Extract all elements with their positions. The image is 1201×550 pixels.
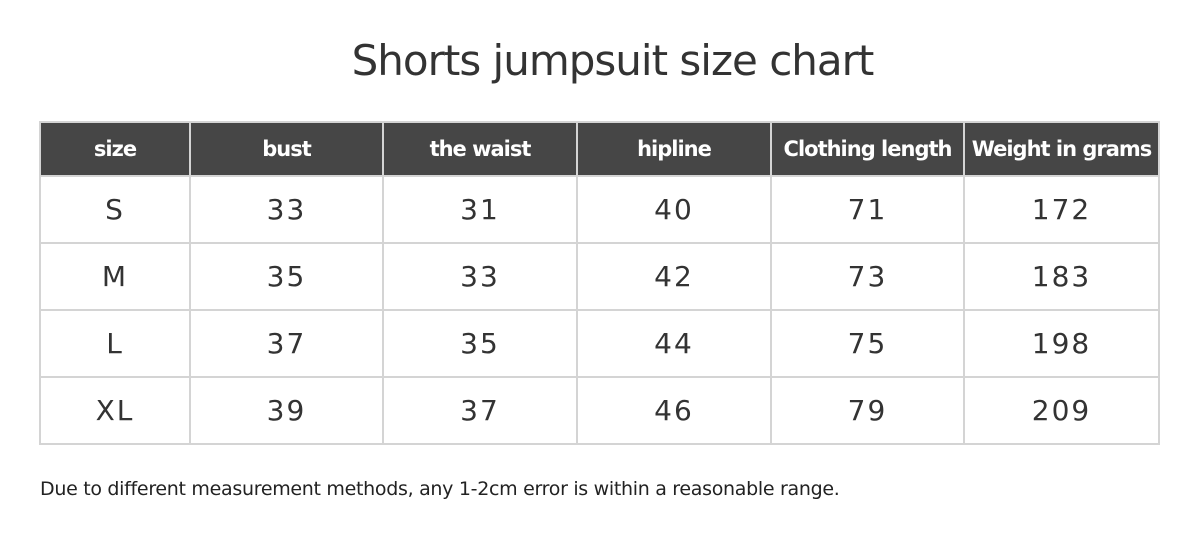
column-header: size — [39, 121, 191, 177]
header-row: size bust the waist hipline Clothing length W… — [39, 121, 1160, 177]
column-header: hipline — [576, 121, 772, 177]
measurement-note: Due to different measurement methods, an… — [40, 478, 840, 500]
column-header: the waist — [382, 121, 578, 177]
table-cell: 172 — [963, 175, 1160, 244]
table-cell: 40 — [576, 175, 772, 244]
table-cell: 33 — [382, 242, 578, 311]
column-header: Clothing length — [770, 121, 965, 177]
table-cell: 183 — [963, 242, 1160, 311]
column-header: bust — [189, 121, 384, 177]
table-row: XL 39 37 46 79 209 — [39, 376, 1160, 445]
table-cell: 73 — [770, 242, 965, 311]
table-cell: 37 — [189, 309, 384, 378]
table-cell: S — [39, 175, 191, 244]
table-cell: 79 — [770, 376, 965, 445]
table-cell: 39 — [189, 376, 384, 445]
table-row: S 33 31 40 71 172 — [39, 175, 1160, 244]
table-cell: 37 — [382, 376, 578, 445]
column-header: Weight in grams — [963, 121, 1160, 177]
size-chart-table: size bust the waist hipline Clothing length W… — [39, 121, 1160, 445]
table-cell: 31 — [382, 175, 578, 244]
table-row: M 35 33 42 73 183 — [39, 242, 1160, 311]
table-cell: 35 — [189, 242, 384, 311]
table-cell: 42 — [576, 242, 772, 311]
page-title: Shorts jumpsuit size chart — [351, 36, 875, 85]
table-cell: 33 — [189, 175, 384, 244]
table-cell: 198 — [963, 309, 1160, 378]
table-cell: M — [39, 242, 191, 311]
table-cell: 75 — [770, 309, 965, 378]
table-cell: L — [39, 309, 191, 378]
table-cell: 35 — [382, 309, 578, 378]
table-cell: 209 — [963, 376, 1160, 445]
table-cell: 71 — [770, 175, 965, 244]
table-cell: 46 — [576, 376, 772, 445]
table-cell: 44 — [576, 309, 772, 378]
table-cell: XL — [39, 376, 191, 445]
table-row: L 37 35 44 75 198 — [39, 309, 1160, 378]
